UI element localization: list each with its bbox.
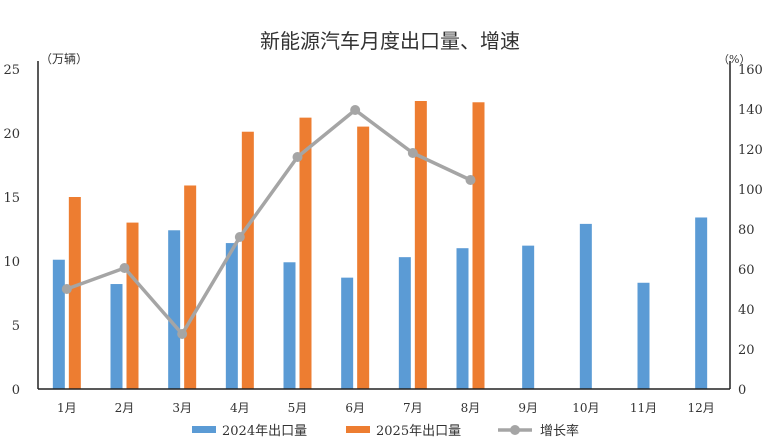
growth-point bbox=[407, 148, 418, 158]
left-tick-label: 25 bbox=[3, 63, 20, 78]
growth-point bbox=[119, 263, 130, 273]
bar-2024 bbox=[695, 217, 708, 389]
right-tick-label: 60 bbox=[738, 263, 755, 278]
bar-2025 bbox=[126, 222, 139, 389]
bar-2025 bbox=[68, 197, 81, 389]
left-tick-label: 5 bbox=[12, 319, 20, 334]
x-tick-label: 5月 bbox=[288, 401, 308, 415]
x-tick-label: 11月 bbox=[630, 401, 657, 415]
growth-point bbox=[350, 105, 361, 115]
bar-2025 bbox=[414, 101, 427, 389]
bar-2025 bbox=[241, 131, 254, 389]
x-tick-label: 7月 bbox=[403, 401, 423, 415]
right-tick-label: 100 bbox=[738, 183, 763, 198]
bar-2024 bbox=[283, 262, 296, 389]
legend-label-2024: 2024年出口量 bbox=[222, 424, 307, 439]
growth-line bbox=[66, 107, 472, 337]
bar-2024 bbox=[52, 259, 65, 389]
left-tick-label: 15 bbox=[3, 191, 20, 206]
x-tick-label: 10月 bbox=[572, 401, 599, 415]
left-tick-label: 20 bbox=[3, 127, 20, 142]
legend-label-2025: 2025年出口量 bbox=[376, 424, 461, 439]
x-tick-label: 1月 bbox=[57, 401, 77, 415]
bar-2025 bbox=[184, 185, 197, 389]
legend-label-growth: 增长率 bbox=[540, 423, 579, 439]
left-tick-label: 0 bbox=[12, 383, 20, 398]
x-tick-label: 6月 bbox=[345, 401, 365, 415]
bar-2024 bbox=[522, 245, 535, 389]
x-tick-label: 12月 bbox=[688, 401, 715, 415]
left-axis-unit: （万辆） bbox=[40, 52, 88, 66]
bar-2025 bbox=[299, 117, 312, 389]
x-tick-label: 8月 bbox=[461, 401, 481, 415]
bar-2025 bbox=[357, 126, 370, 389]
growth-point bbox=[61, 284, 72, 294]
bar-2024 bbox=[225, 243, 238, 389]
right-tick-label: 20 bbox=[738, 343, 755, 358]
bar-2024 bbox=[398, 257, 411, 389]
legend-marker-growth bbox=[510, 425, 520, 435]
growth-point bbox=[177, 329, 188, 339]
bar-2024 bbox=[168, 230, 181, 389]
x-tick-label: 4月 bbox=[230, 401, 250, 415]
chart-title: 新能源汽车月度出口量、增速 bbox=[260, 29, 520, 53]
right-tick-label: 0 bbox=[738, 383, 746, 398]
x-tick-label: 3月 bbox=[172, 401, 192, 415]
legend-swatch-2024 bbox=[192, 426, 216, 433]
bar-2024 bbox=[637, 282, 650, 389]
left-tick-label: 10 bbox=[3, 255, 20, 270]
right-axis-unit: （%） bbox=[718, 53, 750, 66]
right-tick-label: 80 bbox=[738, 223, 755, 238]
x-tick-label: 9月 bbox=[518, 401, 538, 415]
bar-2024 bbox=[456, 248, 469, 389]
bar-2024 bbox=[341, 277, 354, 389]
growth-point bbox=[234, 232, 245, 242]
growth-point bbox=[292, 152, 303, 162]
bar-2024 bbox=[110, 284, 123, 389]
growth-point bbox=[465, 175, 476, 185]
right-tick-label: 40 bbox=[738, 303, 755, 318]
bar-2024 bbox=[579, 223, 592, 389]
bar-2025 bbox=[472, 102, 485, 389]
right-tick-label: 160 bbox=[738, 63, 763, 78]
legend-swatch-2025 bbox=[346, 426, 370, 433]
right-tick-label: 140 bbox=[738, 103, 763, 118]
right-tick-label: 120 bbox=[738, 143, 763, 158]
x-tick-label: 2月 bbox=[115, 401, 135, 415]
